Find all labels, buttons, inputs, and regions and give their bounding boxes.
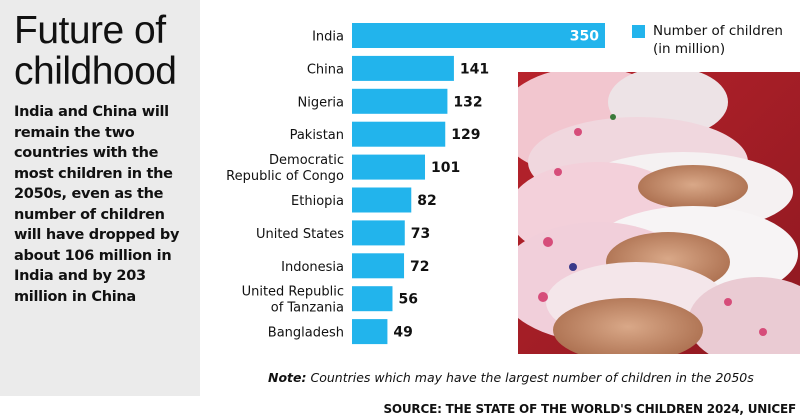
bar-democratic-republic-of-congo <box>352 154 426 180</box>
legend-label-line-2: (in million) <box>653 41 726 57</box>
value-label-india: 350 <box>570 29 599 45</box>
legend-label-line-1: Number of children <box>653 23 783 39</box>
bar-united-states <box>352 220 405 246</box>
legend-swatch <box>632 25 645 38</box>
category-label-india: India <box>312 30 344 45</box>
value-label-nigeria: 132 <box>453 94 482 110</box>
footnote-prefix: Note: <box>268 370 307 385</box>
value-label-china: 141 <box>460 61 489 77</box>
bar-china <box>352 55 454 81</box>
bar-nigeria <box>352 88 448 114</box>
bar-india <box>352 23 605 48</box>
category-label-united-republic-of-tanzania: United Republic of Tanzania <box>242 285 344 316</box>
bar-bangladesh <box>352 319 388 345</box>
category-label-line: Democratic <box>269 153 344 168</box>
category-label-line: United Republic <box>242 285 344 300</box>
value-label-indonesia: 72 <box>410 259 429 275</box>
value-label-pakistan: 129 <box>451 127 480 143</box>
category-label-line: Republic of Congo <box>226 169 344 184</box>
chart-legend: Number of children (in million) <box>632 22 783 58</box>
value-label-united-republic-of-tanzania: 56 <box>398 292 417 308</box>
category-label-united-states: United States <box>256 227 344 242</box>
category-label-bangladesh: Bangladesh <box>268 326 344 341</box>
bar-indonesia <box>352 253 405 279</box>
category-label-pakistan: Pakistan <box>290 128 344 143</box>
page-title: Future of childhood <box>14 10 188 92</box>
category-label-democratic-republic-of-congo: Democratic Republic of Congo <box>226 153 344 184</box>
category-label-china: China <box>307 62 344 77</box>
value-label-ethiopia: 82 <box>417 193 436 209</box>
category-label-nigeria: Nigeria <box>297 95 344 110</box>
intro-text: India and China will remain the two coun… <box>14 104 180 305</box>
value-label-united-states: 73 <box>411 226 430 242</box>
footnote: Note: Countries which may have the large… <box>268 370 754 385</box>
title-line-1: Future of <box>14 9 166 52</box>
source-credit: SOURCE: THE STATE OF THE WORLD'S CHILDRE… <box>383 402 796 416</box>
bar-united-republic-of-tanzania <box>352 286 393 312</box>
category-label-indonesia: Indonesia <box>281 260 344 275</box>
intro-panel: Future of childhood India and China will… <box>0 0 200 396</box>
value-label-bangladesh: 49 <box>393 325 412 341</box>
title-line-2: childhood <box>14 50 177 93</box>
newborn-babies-photo <box>518 72 800 354</box>
bar-ethiopia <box>352 187 412 213</box>
footnote-text: Countries which may have the largest num… <box>306 370 754 385</box>
category-label-ethiopia: Ethiopia <box>291 194 344 209</box>
bar-chart: India 350 China 141 Nigeria 132 Pakistan 129 Dem… <box>226 23 605 345</box>
bar-pakistan <box>352 121 446 147</box>
value-label-democratic-republic-of-congo: 101 <box>431 160 460 176</box>
category-label-line: of Tanzania <box>271 301 344 316</box>
legend-label: Number of children (in million) <box>653 22 783 58</box>
